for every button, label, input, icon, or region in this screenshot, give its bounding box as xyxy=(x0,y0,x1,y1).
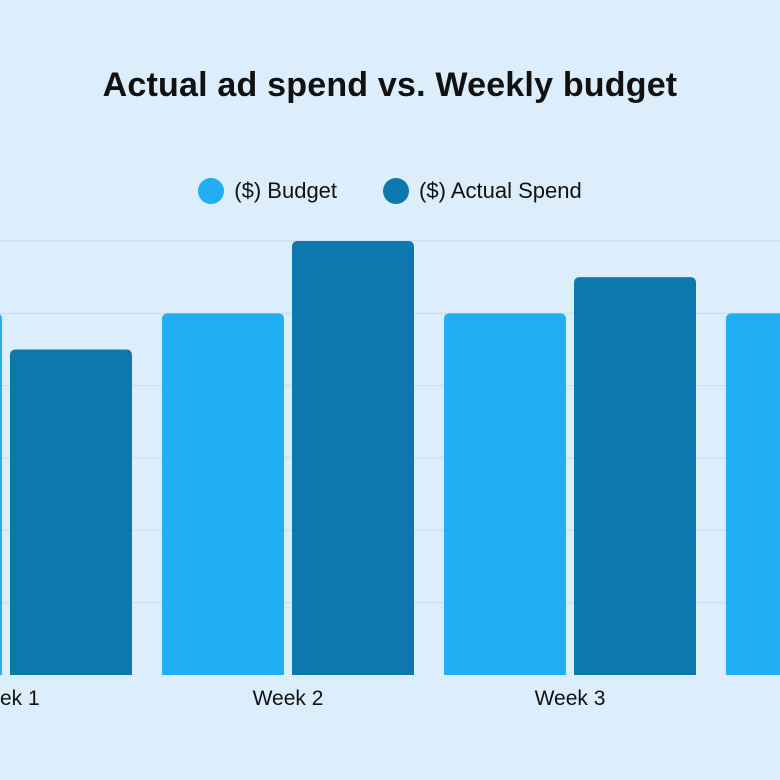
bar-budget-week-3 xyxy=(444,313,566,675)
bar-budget-week-1 xyxy=(0,314,2,675)
x-axis-tick-labels: ek 1 Week 2 Week 3 xyxy=(0,687,605,710)
x-tick-label-week-3: Week 3 xyxy=(535,687,606,710)
chart-legend: ($) Budget ($) Actual Spend xyxy=(0,178,780,204)
legend-label-actual-spend: ($) Actual Spend xyxy=(419,178,582,203)
legend-item-actual-spend: ($) Actual Spend xyxy=(383,178,582,204)
legend-swatch-budget xyxy=(198,178,225,204)
x-tick-label-week-2: Week 2 xyxy=(253,687,324,710)
legend-item-budget: ($) Budget xyxy=(198,178,337,204)
x-tick-label-week-1: ek 1 xyxy=(0,687,40,710)
chart-title: Actual ad spend vs. Weekly budget xyxy=(102,66,678,104)
bar-actual-spend-week-2 xyxy=(292,241,414,675)
legend-label-budget: ($) Budget xyxy=(234,178,338,203)
bar-budget-week-2 xyxy=(162,313,284,675)
bar-budget-week-4 xyxy=(726,313,780,675)
bar-actual-spend-week-1 xyxy=(10,349,132,675)
bar-actual-spend-week-3 xyxy=(574,277,696,675)
bars xyxy=(0,241,780,675)
legend-swatch-actual-spend xyxy=(383,178,410,204)
